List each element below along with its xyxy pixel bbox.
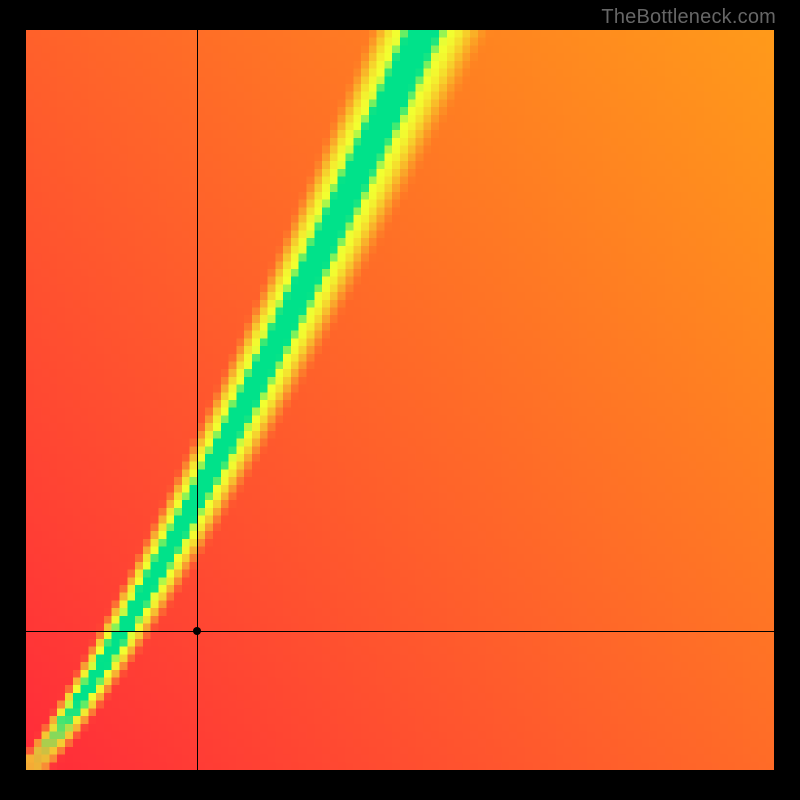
- marker-dot: [193, 627, 201, 635]
- chart-container: TheBottleneck.com: [0, 0, 800, 800]
- heatmap-canvas: [26, 30, 774, 770]
- crosshair-horizontal: [26, 631, 774, 632]
- watermark-text: TheBottleneck.com: [601, 6, 776, 29]
- plot-area: [26, 30, 774, 770]
- crosshair-vertical: [197, 30, 198, 770]
